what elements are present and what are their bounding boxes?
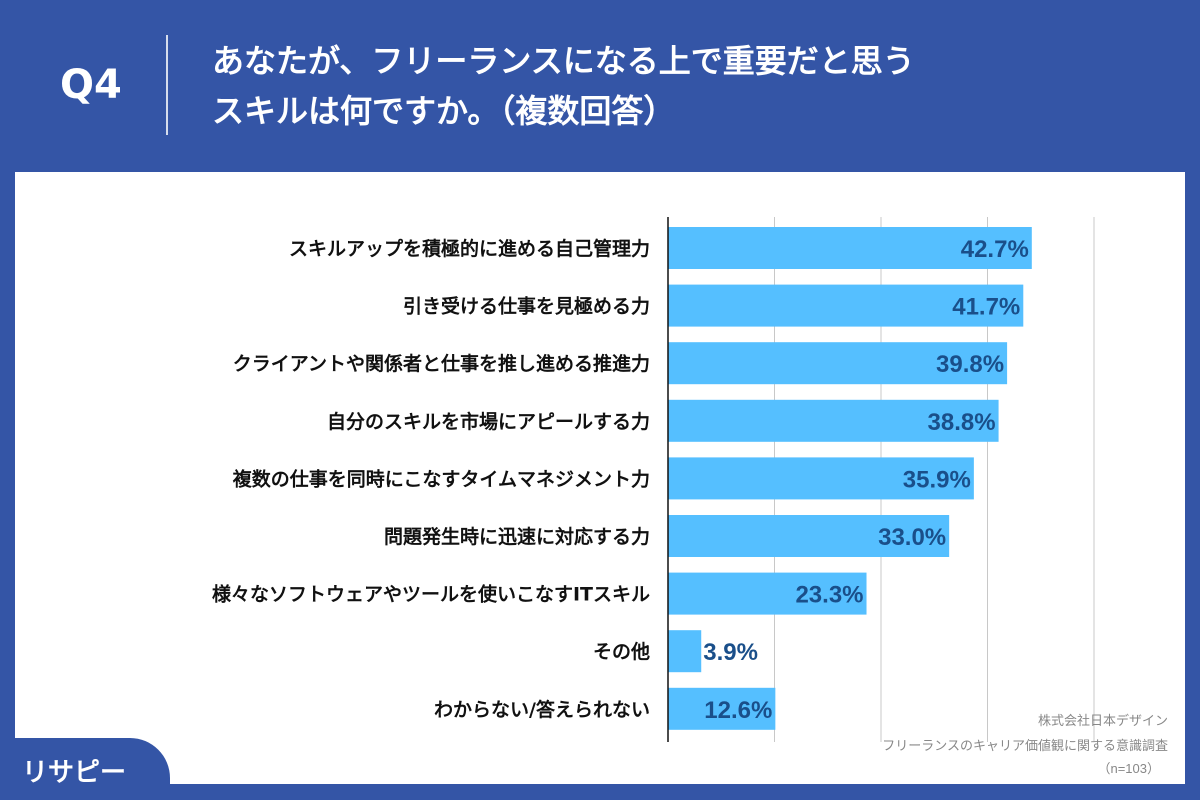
sample-size: （n=103） xyxy=(1097,761,1160,776)
logo-text: リサピー xyxy=(22,758,127,788)
question-number: Q4 xyxy=(60,62,122,108)
category-label: 問題発生時に迅速に対応する力 xyxy=(384,525,650,548)
bar xyxy=(668,342,1008,385)
data-label: 33.0% xyxy=(878,524,946,551)
category-label: わからない/答えられない xyxy=(434,698,650,721)
category-label: その他 xyxy=(593,640,650,663)
divider xyxy=(166,35,168,135)
data-label: 12.6% xyxy=(704,697,772,724)
data-label: 3.9% xyxy=(703,639,758,666)
page-title: あなたが、フリーランスになる上で重要だと思う スキルは何ですか。（複数回答） xyxy=(212,42,915,130)
category-label: 様々なソフトウェアやツールを使いこなすITスキル xyxy=(212,583,650,606)
source-company: 株式会社日本デザイン xyxy=(1037,713,1168,728)
data-label: 35.9% xyxy=(903,466,971,493)
bar xyxy=(668,687,776,730)
bar xyxy=(668,227,1032,269)
logo: リサピー xyxy=(0,738,170,800)
category-label: 自分のスキルを市場にアピールする力 xyxy=(327,410,650,433)
data-label: 42.7% xyxy=(961,236,1029,263)
category-label: スキルアップを積極的に進める自己管理力 xyxy=(289,237,650,260)
data-label: 23.3% xyxy=(795,582,863,609)
data-label: 38.8% xyxy=(928,409,996,436)
bar xyxy=(668,284,1024,327)
bar xyxy=(668,515,950,557)
category-label: 引き受ける仕事を見極める力 xyxy=(403,295,650,318)
data-label: 41.7% xyxy=(952,294,1020,321)
bar xyxy=(668,572,867,615)
category-label: クライアントや関係者と仕事を推し進める推進力 xyxy=(233,352,650,375)
category-label: 複数の仕事を同時にこなすタイムマネジメント力 xyxy=(232,467,650,490)
data-label: 39.8% xyxy=(936,351,1004,378)
bar xyxy=(668,457,974,500)
chart-panel xyxy=(15,172,1185,784)
bar xyxy=(668,630,702,673)
bar xyxy=(668,399,999,442)
survey-name: フリーランスのキャリア価値観に関する意識調査 xyxy=(882,738,1168,753)
